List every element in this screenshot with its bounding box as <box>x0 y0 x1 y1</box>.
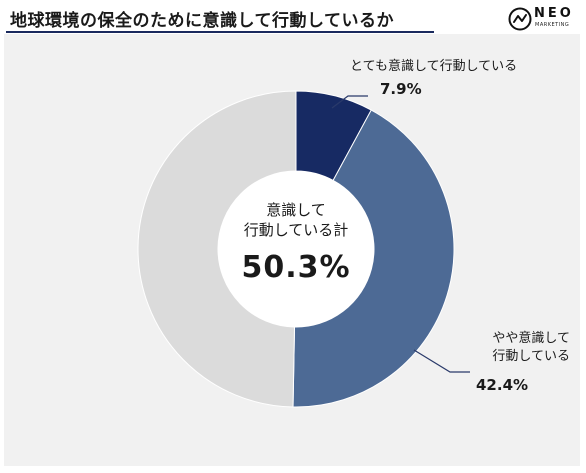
callout-somewhat-label-1: やや意識して <box>492 331 570 346</box>
chart-title: 地球環境の保全のために意識して行動しているか <box>10 11 394 31</box>
callout-somewhat-label-2: 行動している <box>492 349 570 364</box>
title-underline <box>6 31 434 33</box>
logo-subtext: MARKETING <box>535 22 570 28</box>
center-value: 50.3% <box>241 250 351 285</box>
leader-line-very <box>331 95 368 109</box>
callout-somewhat-value: 42.4% <box>476 376 529 394</box>
logo-circle-icon <box>508 7 532 31</box>
logo-text: NEO <box>534 6 574 21</box>
center-label: 意識して 行動している計 50.3% <box>206 200 386 285</box>
callout-somewhat: やや意識して 行動している <box>450 330 570 366</box>
center-label-line-2: 行動している計 <box>243 221 349 239</box>
callout-very: とても意識して行動している 7.9% <box>350 55 570 98</box>
donut-hole <box>218 171 374 327</box>
center-label-line-1: 意識して <box>266 201 326 219</box>
callout-very-label: とても意識して行動している <box>350 59 518 74</box>
leader-line-somewhat <box>413 349 470 373</box>
neo-marketing-logo: NEO MARKETING <box>508 6 584 32</box>
callout-very-value: 7.9% <box>380 80 422 98</box>
